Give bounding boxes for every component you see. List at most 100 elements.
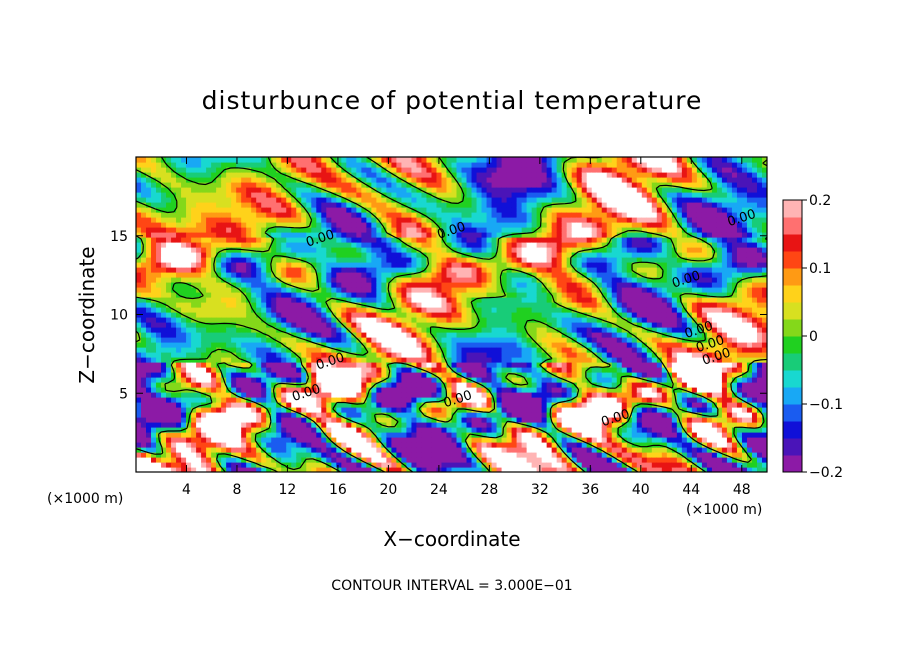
field-cell	[156, 367, 162, 373]
field-cell	[271, 397, 277, 403]
field-cell	[261, 247, 267, 253]
field-cell	[496, 232, 503, 238]
field-cell	[461, 322, 468, 328]
field-cell	[281, 242, 287, 248]
field-cell	[531, 387, 538, 393]
field-cell	[246, 382, 252, 388]
field-cell	[456, 362, 463, 368]
field-cell	[191, 327, 197, 333]
field-cell	[176, 317, 182, 323]
field-cell	[141, 282, 147, 288]
field-cell	[401, 197, 408, 203]
field-cell	[346, 212, 352, 218]
field-cell	[201, 322, 207, 328]
field-cell	[361, 162, 367, 168]
field-cell	[156, 187, 162, 193]
field-cell	[521, 182, 528, 188]
field-cell	[456, 167, 463, 173]
field-cell	[196, 167, 202, 173]
field-cell	[371, 237, 377, 243]
field-cell	[416, 287, 423, 293]
field-cell	[516, 402, 523, 408]
field-cell	[511, 327, 518, 333]
field-cell	[411, 217, 418, 223]
field-cell	[511, 242, 518, 248]
field-cell	[266, 442, 272, 448]
field-cell	[366, 352, 372, 358]
field-cell	[156, 262, 162, 268]
field-cell	[316, 467, 322, 472]
field-cell	[416, 297, 423, 303]
field-cell	[181, 422, 187, 428]
field-cell	[321, 347, 327, 353]
field-cell	[316, 307, 322, 313]
field-cell	[521, 187, 528, 193]
field-cell	[286, 262, 292, 268]
field-cell	[341, 202, 347, 208]
field-cell	[376, 417, 382, 423]
field-cell	[286, 352, 292, 358]
field-cell	[416, 227, 423, 233]
field-cell	[386, 202, 393, 208]
field-cell	[436, 437, 443, 443]
field-cell	[311, 207, 317, 213]
field-cell	[321, 287, 327, 293]
field-cell	[406, 177, 413, 183]
field-cell	[386, 222, 393, 228]
field-cell	[401, 162, 408, 168]
field-cell	[206, 342, 212, 348]
field-cell	[381, 337, 387, 343]
heatmap-field	[136, 157, 767, 472]
field-cell	[261, 222, 267, 228]
field-cell	[166, 407, 172, 413]
field-cell	[396, 432, 403, 438]
field-cell	[451, 157, 458, 163]
field-cell	[466, 227, 473, 233]
field-cell	[246, 237, 252, 243]
field-cell	[366, 322, 372, 328]
field-cell	[471, 182, 478, 188]
field-cell	[371, 247, 377, 253]
field-cell	[321, 367, 327, 373]
field-cell	[351, 297, 357, 303]
field-cell	[161, 317, 167, 323]
field-cell	[171, 467, 177, 472]
field-cell	[396, 422, 403, 428]
field-cell	[216, 452, 222, 458]
field-cell	[526, 442, 533, 448]
field-cell	[386, 247, 393, 253]
field-cell	[406, 387, 413, 393]
field-cell	[461, 292, 468, 298]
field-cell	[386, 417, 393, 423]
field-cell	[221, 172, 227, 178]
field-cell	[211, 157, 217, 163]
field-cell	[476, 347, 483, 353]
field-cell	[366, 237, 372, 243]
field-cell	[156, 372, 162, 378]
field-cell	[436, 392, 443, 398]
field-cell	[316, 362, 322, 368]
field-cell	[426, 427, 433, 433]
field-cell	[481, 312, 488, 318]
field-cell	[406, 247, 413, 253]
field-cell	[501, 387, 508, 393]
field-cell	[161, 342, 167, 348]
field-cell	[486, 417, 493, 423]
field-cell	[336, 357, 342, 363]
field-cell	[241, 172, 247, 178]
field-cell	[441, 337, 448, 343]
field-cell	[306, 267, 312, 273]
field-cell	[231, 457, 237, 463]
field-cell	[251, 197, 257, 203]
field-cell	[451, 272, 458, 278]
field-cell	[526, 247, 533, 253]
field-cell	[446, 272, 453, 278]
field-cell	[476, 387, 483, 393]
field-cell	[416, 382, 423, 388]
field-cell	[246, 302, 252, 308]
field-cell	[261, 387, 267, 393]
field-cell	[396, 372, 403, 378]
field-cell	[211, 307, 217, 313]
field-cell	[256, 177, 262, 183]
field-cell	[431, 252, 438, 258]
